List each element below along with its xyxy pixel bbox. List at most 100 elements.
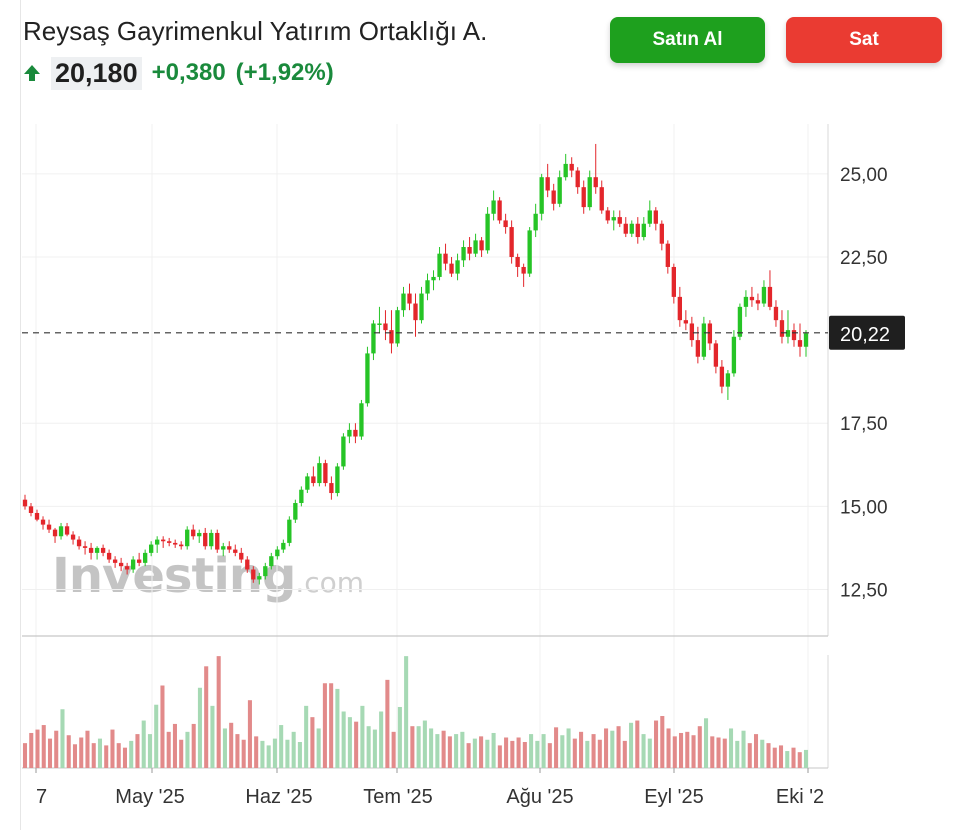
candle-body — [407, 293, 412, 304]
volume-bar — [753, 734, 759, 768]
volume-bar — [728, 728, 734, 768]
candle-body — [533, 213, 538, 231]
volume-bar — [710, 736, 715, 768]
volume-bar — [385, 679, 390, 768]
candle-body — [497, 200, 502, 221]
volume-bar — [110, 729, 115, 768]
volume-bar — [91, 743, 96, 768]
volume-bar — [516, 737, 521, 768]
candle-body — [124, 566, 130, 570]
candle-body — [413, 303, 418, 321]
candle-body — [167, 541, 172, 543]
volume-bar — [472, 738, 477, 768]
candle-body — [118, 562, 124, 567]
volume-bar — [454, 734, 459, 768]
candle-body — [713, 343, 719, 367]
volume-bar — [654, 720, 659, 768]
candle-body — [695, 340, 701, 357]
volume-bar — [797, 752, 802, 768]
volume-bar — [204, 666, 209, 768]
candle-body — [239, 552, 244, 560]
candle-body — [281, 542, 286, 550]
widget-frame — [20, 0, 960, 830]
candle-body — [797, 340, 803, 347]
volume-bar — [416, 726, 421, 768]
volume-bar — [591, 734, 596, 768]
candle-body — [191, 529, 196, 537]
volume-bar — [616, 726, 621, 768]
volume-bar — [60, 709, 65, 768]
volume-bar — [666, 728, 671, 768]
candle-body — [58, 526, 64, 537]
candle-body — [353, 429, 358, 437]
candle-body — [203, 532, 208, 547]
candle-body — [70, 534, 76, 540]
volume-bar — [554, 727, 559, 768]
volume-bar — [404, 656, 409, 768]
volume-bar — [379, 711, 384, 768]
volume-bar — [604, 728, 609, 768]
candle-body — [377, 323, 382, 325]
x-tick-label: Eyl '25 — [644, 786, 703, 808]
candle-body — [551, 190, 556, 204]
candle-body — [635, 223, 640, 238]
candle-body — [317, 463, 322, 484]
volume-bar — [660, 716, 665, 768]
candle-body — [557, 177, 562, 204]
last-price: 20,180 — [51, 56, 142, 90]
candle-body — [725, 373, 731, 387]
volume-bar — [716, 737, 721, 768]
volume-bar — [466, 743, 471, 768]
candle-body — [305, 476, 310, 490]
volume-bar — [641, 734, 646, 768]
volume-bar — [485, 739, 490, 768]
volume-bar — [241, 739, 246, 768]
candle-body — [395, 310, 400, 344]
volume-bar — [547, 743, 552, 768]
candle-body — [521, 266, 526, 274]
volume-bar — [691, 735, 696, 768]
volume-bar — [322, 683, 327, 768]
candle-body — [341, 436, 346, 467]
candle-body — [347, 429, 352, 437]
x-tick-label: 7 — [36, 786, 47, 808]
candle-body — [707, 323, 713, 344]
current-price-box — [829, 315, 905, 350]
volume-bar — [41, 725, 46, 768]
sell-button[interactable]: Sat — [786, 17, 942, 63]
candle-body — [587, 177, 592, 208]
candle-body — [737, 306, 743, 337]
candle-body — [491, 200, 496, 214]
candle-body — [136, 559, 142, 563]
candle-body — [581, 187, 586, 208]
volume-bar — [585, 740, 590, 768]
volume-bar — [722, 738, 727, 768]
candle-body — [545, 177, 550, 191]
candle-body — [479, 240, 484, 251]
volume-bar — [803, 749, 809, 768]
volume-bar — [685, 731, 690, 768]
candle-body — [269, 556, 274, 567]
volume-bar — [129, 740, 134, 768]
volume-bar — [435, 734, 440, 768]
candle-body — [179, 544, 184, 547]
candle-body — [539, 177, 544, 214]
volume-bar — [216, 656, 221, 768]
candle-body — [431, 276, 436, 281]
volume-bar — [285, 739, 290, 768]
volume-bar — [766, 743, 771, 768]
candle-body — [617, 217, 622, 224]
volume-bar — [141, 720, 146, 768]
volume-bar — [622, 740, 627, 768]
x-tick-label: May '25 — [115, 786, 184, 808]
candle-body — [641, 223, 646, 238]
candle-body — [425, 280, 430, 294]
price-change: +0,380 — [151, 59, 226, 86]
volume-bar — [22, 743, 28, 768]
candle-body — [112, 559, 118, 563]
candle-body — [503, 220, 508, 228]
volume-bar — [491, 732, 496, 768]
buy-button[interactable]: Satın Al — [610, 17, 765, 63]
volume-bar — [341, 711, 346, 768]
